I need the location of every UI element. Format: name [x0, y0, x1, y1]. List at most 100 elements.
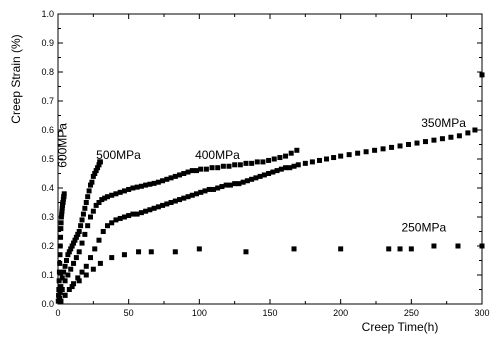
data-point — [254, 159, 260, 165]
data-point — [57, 289, 63, 295]
data-point — [73, 255, 79, 261]
data-point — [80, 211, 86, 217]
data-point — [291, 163, 297, 169]
x-tick-label: 0 — [55, 308, 60, 318]
data-point — [71, 281, 77, 287]
data-point — [244, 178, 250, 184]
data-point — [346, 152, 352, 158]
y-tick-label: 0.2 — [41, 241, 54, 251]
data-point — [198, 189, 204, 195]
data-point — [160, 178, 166, 184]
data-point — [121, 188, 127, 194]
data-point — [83, 200, 89, 205]
data-point — [338, 153, 344, 159]
data-point — [62, 278, 68, 284]
data-point — [96, 200, 102, 205]
data-point — [232, 162, 238, 168]
data-point — [266, 157, 272, 163]
data-point — [220, 163, 226, 169]
data-point — [232, 181, 238, 187]
data-point — [143, 182, 149, 188]
data-point — [324, 156, 330, 162]
data-point — [96, 162, 102, 168]
data-point — [134, 211, 140, 217]
data-point — [104, 194, 110, 200]
data-point — [472, 127, 478, 133]
data-point — [82, 231, 88, 237]
data-point — [109, 192, 115, 198]
data-point — [121, 214, 127, 220]
data-point — [168, 175, 174, 181]
data-point — [431, 243, 437, 249]
data-point — [83, 272, 89, 278]
data-point — [117, 189, 123, 195]
data-point — [92, 246, 98, 252]
data-point — [59, 208, 65, 214]
data-point — [277, 155, 283, 161]
data-point — [59, 275, 65, 281]
data-point — [56, 269, 62, 275]
data-point — [126, 186, 132, 192]
y-axis-label: Creep Strain (%) — [9, 34, 23, 123]
data-point — [198, 166, 204, 172]
data-point — [90, 208, 96, 214]
y-tick-label: 0.7 — [41, 96, 54, 106]
data-point — [372, 147, 378, 153]
data-point — [65, 272, 71, 278]
data-point — [71, 240, 77, 246]
y-tick-label: 0.9 — [41, 38, 54, 48]
data-point — [164, 176, 170, 182]
data-point — [60, 197, 66, 203]
y-tick-label: 1.0 — [41, 9, 54, 19]
data-point — [249, 160, 255, 166]
data-point — [58, 220, 64, 226]
data-point — [309, 159, 315, 165]
data-point — [93, 202, 99, 208]
data-point — [206, 186, 212, 192]
data-point — [338, 246, 344, 252]
data-point — [68, 246, 74, 252]
x-tick-label: 50 — [124, 308, 134, 318]
data-point — [302, 160, 308, 166]
data-point — [96, 237, 102, 243]
data-point — [215, 165, 221, 171]
data-point — [168, 200, 174, 205]
data-point — [283, 165, 289, 171]
data-point — [88, 255, 94, 261]
data-point — [79, 269, 85, 275]
data-point — [185, 169, 191, 175]
data-point — [79, 217, 85, 223]
data-point — [82, 205, 88, 211]
data-point — [172, 173, 178, 179]
data-point — [147, 207, 153, 213]
data-point — [88, 182, 94, 188]
data-point — [227, 182, 233, 188]
data-point — [73, 234, 79, 240]
data-point — [97, 260, 103, 266]
series-label-400mpa: 400MPa — [195, 148, 240, 162]
data-point — [56, 295, 62, 301]
data-point — [138, 183, 144, 189]
data-point — [155, 204, 161, 210]
data-point — [316, 157, 322, 163]
data-point — [355, 150, 361, 156]
data-point — [194, 191, 200, 197]
data-point — [92, 171, 98, 176]
data-point — [58, 284, 64, 290]
data-point — [88, 214, 94, 220]
data-point — [66, 287, 72, 292]
series-500mpa — [56, 159, 103, 304]
data-point — [65, 252, 71, 258]
data-point — [143, 208, 149, 214]
data-point — [76, 229, 82, 234]
data-point — [113, 191, 119, 197]
data-point — [408, 246, 414, 252]
y-tick-label: 0.5 — [41, 154, 54, 164]
data-points — [55, 72, 485, 304]
data-point — [237, 162, 243, 168]
series-annotations: 600MPa 500MPa 400MPa 350MPa 250MPa — [55, 116, 466, 234]
data-point — [58, 226, 64, 232]
data-point — [69, 243, 75, 249]
data-point — [61, 269, 67, 275]
data-point — [60, 202, 66, 208]
